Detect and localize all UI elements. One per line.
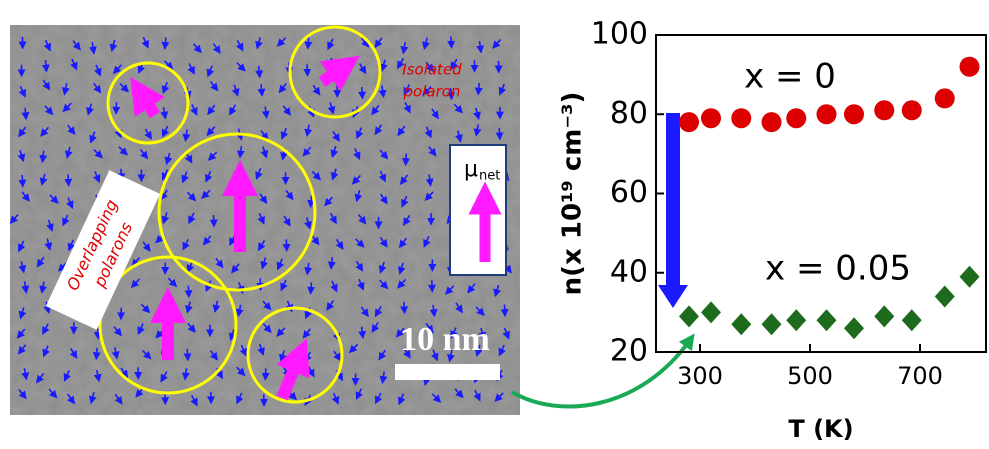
y-tick-label: 100 — [591, 17, 648, 52]
field-arrow — [261, 84, 262, 95]
scale-bar — [395, 364, 500, 380]
field-arrow — [311, 282, 312, 293]
x-tick-label: 300 — [677, 362, 723, 390]
data-point — [844, 317, 864, 339]
data-point — [701, 301, 721, 323]
data-point — [731, 313, 751, 335]
chart: 20 40 60 80 100 300 500 700 T (K) n(x 10¹⁹ cm⁻³) x… — [558, 17, 987, 444]
data-point — [844, 104, 864, 124]
field-arrow — [68, 174, 69, 185]
field-arrow — [478, 83, 479, 94]
mu-box — [450, 145, 506, 275]
data-point — [935, 88, 955, 108]
isolated-label: Isolated — [402, 61, 462, 79]
isolated-label: polaron — [403, 83, 461, 101]
x-axis-label: T (K) — [788, 415, 853, 443]
data-point — [701, 108, 721, 128]
data-point — [960, 57, 980, 77]
field-arrow — [362, 87, 363, 98]
field-arrow — [214, 215, 215, 226]
field-arrow — [311, 196, 312, 207]
data-point — [935, 286, 955, 308]
scale-label: 10 nm — [400, 321, 490, 358]
field-arrow — [307, 64, 308, 75]
mu-label: μ — [464, 157, 478, 182]
data-point — [960, 266, 980, 288]
y-tick-label: 60 — [610, 175, 648, 210]
field-arrow — [406, 154, 407, 165]
data-point — [874, 305, 894, 327]
annotation: x = 0.05 — [765, 249, 911, 289]
link-arrow — [512, 340, 690, 407]
data-point — [817, 104, 837, 124]
data-point — [762, 112, 782, 132]
transition-arrow-head — [658, 285, 688, 308]
data-point — [786, 309, 806, 331]
field-arrow — [188, 286, 189, 297]
y-tick-label: 80 — [610, 96, 648, 131]
data-point — [874, 100, 894, 120]
data-point — [762, 313, 782, 335]
field-arrow — [259, 66, 260, 77]
data-point — [902, 100, 922, 120]
y-tick-label: 40 — [610, 254, 648, 289]
field-arrow — [22, 175, 23, 186]
field-arrow — [46, 60, 47, 71]
data-point — [679, 112, 699, 132]
field-arrow — [451, 36, 452, 47]
data-point — [679, 305, 699, 327]
annotation: x = 0 — [744, 57, 836, 97]
field-arrow — [286, 239, 287, 250]
micrograph: Isolated polaron Overlapping polarons μ … — [10, 25, 520, 415]
field-arrow — [25, 108, 26, 119]
field-arrow — [187, 349, 188, 360]
mu-sub: net — [479, 169, 500, 184]
field-arrow — [165, 37, 166, 48]
field-arrow — [97, 327, 98, 338]
y-tick-label: 20 — [610, 334, 648, 369]
field-arrow — [499, 128, 500, 139]
y-axis-label: n(x 10¹⁹ cm⁻³) — [558, 92, 588, 296]
data-point — [817, 309, 837, 331]
figure: Isolated polaron Overlapping polarons μ … — [0, 0, 989, 445]
data-point — [786, 108, 806, 128]
field-arrow — [96, 348, 97, 359]
x-tick-label: 700 — [897, 362, 943, 390]
data-point — [902, 309, 922, 331]
mu: μ — [464, 157, 478, 182]
data-point — [731, 108, 751, 128]
field-arrow — [308, 37, 309, 48]
x-tick-label: 500 — [787, 362, 833, 390]
field-arrow — [404, 302, 405, 313]
